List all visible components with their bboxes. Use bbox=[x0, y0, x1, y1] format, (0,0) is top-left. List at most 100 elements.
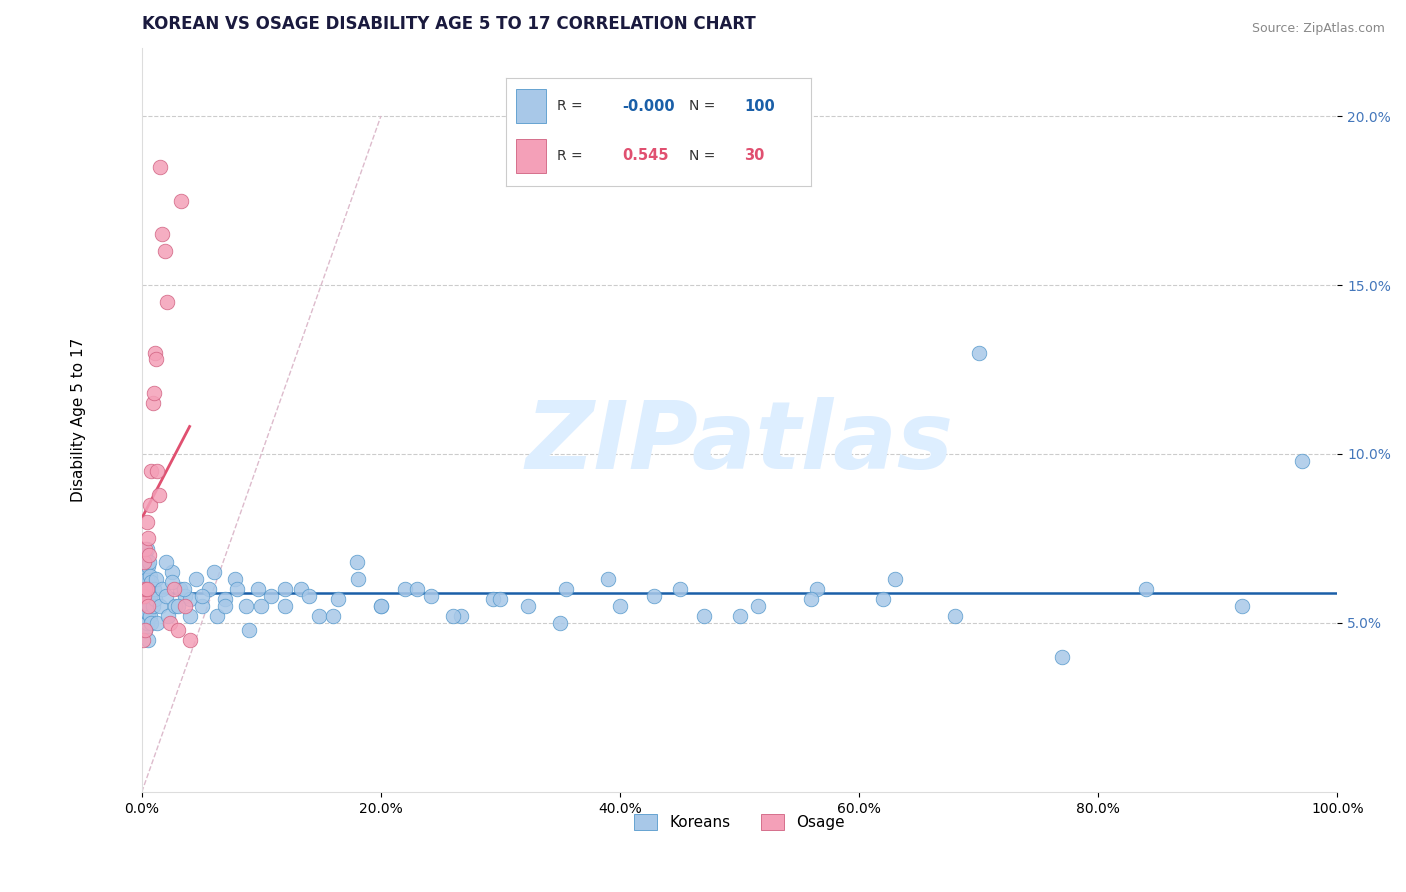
Point bbox=[235, 599, 257, 613]
Point bbox=[155, 555, 177, 569]
Point bbox=[943, 609, 966, 624]
Point bbox=[153, 244, 176, 259]
Point bbox=[170, 194, 193, 208]
Text: Source: ZipAtlas.com: Source: ZipAtlas.com bbox=[1251, 22, 1385, 36]
Point bbox=[173, 582, 195, 597]
Point bbox=[138, 549, 160, 563]
Point bbox=[134, 589, 156, 603]
Point bbox=[139, 609, 162, 624]
Point bbox=[150, 582, 173, 597]
Point bbox=[238, 623, 260, 637]
Point bbox=[142, 599, 165, 613]
Text: ZIPatlas: ZIPatlas bbox=[526, 397, 953, 489]
Point bbox=[136, 606, 159, 620]
Point bbox=[290, 582, 312, 597]
Point bbox=[135, 515, 157, 529]
Point bbox=[450, 609, 472, 624]
Point bbox=[141, 575, 163, 590]
Point bbox=[346, 555, 368, 569]
Point bbox=[202, 566, 225, 580]
Point bbox=[1230, 599, 1253, 613]
Point bbox=[179, 609, 201, 624]
Point bbox=[134, 599, 156, 613]
Point bbox=[274, 582, 297, 597]
Point bbox=[190, 589, 212, 603]
Y-axis label: Disability Age 5 to 17: Disability Age 5 to 17 bbox=[72, 338, 86, 502]
Point bbox=[134, 555, 156, 569]
Point bbox=[806, 582, 828, 597]
Point bbox=[134, 582, 156, 597]
Point bbox=[134, 589, 156, 603]
Point bbox=[173, 599, 195, 613]
Point bbox=[134, 541, 156, 556]
Point bbox=[134, 609, 156, 624]
Point bbox=[136, 532, 159, 546]
Point bbox=[160, 575, 183, 590]
Point bbox=[489, 592, 512, 607]
Point bbox=[145, 352, 167, 367]
Point bbox=[146, 615, 169, 630]
Point bbox=[370, 599, 392, 613]
Point bbox=[136, 589, 159, 603]
Point bbox=[197, 582, 219, 597]
Point bbox=[179, 632, 201, 647]
Point bbox=[142, 396, 165, 410]
Point bbox=[728, 609, 751, 624]
Point bbox=[884, 572, 907, 586]
Point bbox=[132, 582, 155, 597]
Point bbox=[156, 294, 179, 309]
Point bbox=[214, 592, 236, 607]
Point bbox=[169, 582, 191, 597]
Point bbox=[134, 566, 156, 580]
Point bbox=[134, 555, 156, 569]
Point bbox=[143, 345, 166, 359]
Point bbox=[132, 566, 155, 580]
Point bbox=[224, 572, 246, 586]
Point bbox=[669, 582, 692, 597]
Point bbox=[166, 623, 188, 637]
Point bbox=[441, 609, 464, 624]
Point bbox=[693, 609, 716, 624]
Point bbox=[517, 599, 540, 613]
Point bbox=[141, 464, 163, 478]
Point bbox=[1135, 582, 1157, 597]
Point bbox=[370, 599, 392, 613]
Point bbox=[134, 575, 156, 590]
Point bbox=[135, 572, 157, 586]
Point bbox=[150, 227, 173, 242]
Point bbox=[139, 568, 162, 582]
Point bbox=[135, 541, 157, 556]
Point bbox=[165, 599, 187, 613]
Point bbox=[135, 592, 157, 607]
Point bbox=[555, 582, 578, 597]
Point bbox=[173, 589, 195, 603]
Point bbox=[135, 615, 157, 630]
Point bbox=[800, 592, 823, 607]
Point bbox=[274, 599, 297, 613]
Point bbox=[136, 632, 159, 647]
Point bbox=[136, 558, 159, 573]
Point bbox=[420, 589, 443, 603]
Point bbox=[142, 582, 165, 597]
Point bbox=[148, 487, 170, 501]
Point bbox=[596, 572, 619, 586]
Point bbox=[139, 498, 162, 512]
Point bbox=[134, 623, 156, 637]
Point bbox=[134, 549, 156, 563]
Point bbox=[747, 599, 769, 613]
Point bbox=[157, 609, 180, 624]
Point bbox=[132, 632, 155, 647]
Point bbox=[308, 609, 330, 624]
Point bbox=[184, 572, 207, 586]
Text: KOREAN VS OSAGE DISABILITY AGE 5 TO 17 CORRELATION CHART: KOREAN VS OSAGE DISABILITY AGE 5 TO 17 C… bbox=[142, 15, 755, 33]
Point bbox=[135, 582, 157, 597]
Point bbox=[967, 345, 990, 359]
Point bbox=[166, 599, 188, 613]
Point bbox=[138, 599, 160, 613]
Point bbox=[145, 572, 167, 586]
Point bbox=[136, 599, 159, 613]
Point bbox=[1052, 649, 1074, 664]
Point bbox=[159, 615, 181, 630]
Point bbox=[139, 589, 162, 603]
Point bbox=[134, 623, 156, 637]
